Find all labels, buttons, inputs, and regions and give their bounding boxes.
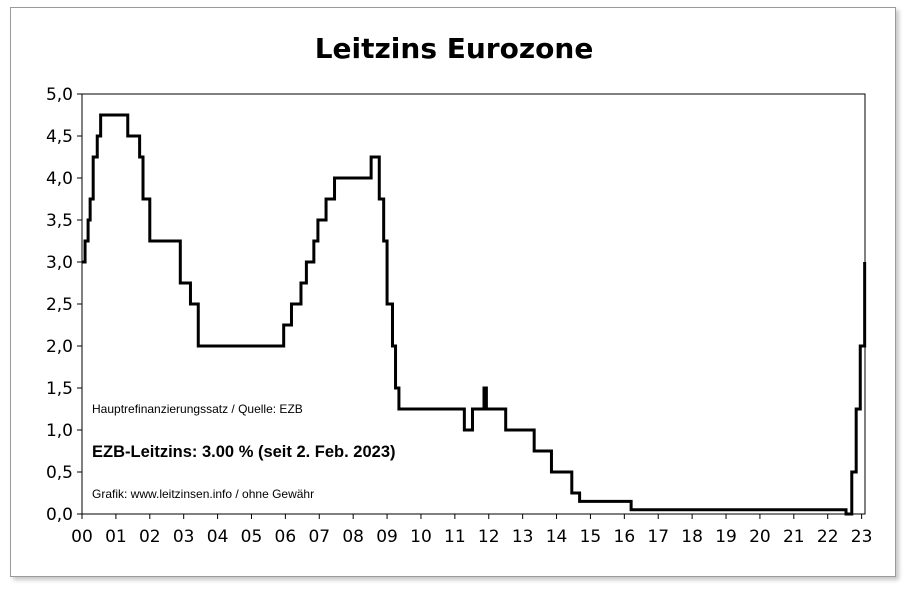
x-tick-label: 04 bbox=[207, 527, 229, 547]
chart-frame bbox=[10, 7, 896, 577]
x-tick-label: 18 bbox=[681, 527, 703, 547]
x-tick-label: 08 bbox=[342, 527, 364, 547]
y-tick-label: 0,0 bbox=[46, 505, 73, 525]
x-tick-label: 21 bbox=[783, 527, 805, 547]
y-tick-label: 4,0 bbox=[46, 169, 73, 189]
x-tick-label: 17 bbox=[647, 527, 669, 547]
x-tick-label: 12 bbox=[478, 527, 500, 547]
x-axis: 00 01 02 03 04 05 06 07 08 09 10 11 12 13 14 15 16 17 18 19… bbox=[71, 514, 872, 547]
y-tick-label: 3,0 bbox=[46, 253, 73, 273]
x-tick-label: 11 bbox=[444, 527, 466, 547]
x-tick-label: 02 bbox=[139, 527, 161, 547]
x-tick-label: 09 bbox=[376, 527, 398, 547]
x-tick-label: 19 bbox=[715, 527, 737, 547]
x-tick-label: 10 bbox=[410, 527, 432, 547]
y-tick-label: 5,0 bbox=[46, 85, 73, 105]
annotation-source: Hauptrefinanzierungssatz / Quelle: EZB bbox=[92, 402, 303, 416]
y-tick-label: 3,5 bbox=[46, 211, 73, 231]
x-tick-label: 15 bbox=[580, 527, 602, 547]
y-axis: 0,0 0,5 1,0 1,5 2,0 2,5 3,0 3,5 4,0 4,5 5,0 bbox=[46, 85, 82, 525]
x-tick-label: 16 bbox=[614, 527, 636, 547]
x-tick-label: 23 bbox=[851, 527, 873, 547]
x-tick-label: 20 bbox=[749, 527, 771, 547]
x-tick-label: 22 bbox=[817, 527, 839, 547]
annotation-current-rate: EZB-Leitzins: 3.00 % (seit 2. Feb. 2023) bbox=[92, 443, 396, 461]
y-tick-label: 2,0 bbox=[46, 337, 73, 357]
x-tick-label: 01 bbox=[105, 527, 127, 547]
y-tick-label: 4,5 bbox=[46, 127, 73, 147]
annotation-credit: Grafik: www.leitzinsen.info / ohne Gewäh… bbox=[92, 487, 314, 501]
x-tick-label: 14 bbox=[546, 527, 568, 547]
x-tick-label: 06 bbox=[275, 527, 297, 547]
x-tick-label: 05 bbox=[241, 527, 263, 547]
x-tick-label: 13 bbox=[512, 527, 534, 547]
y-tick-label: 0,5 bbox=[46, 463, 73, 483]
x-tick-label: 07 bbox=[308, 527, 330, 547]
chart-title: Leitzins Eurozone bbox=[314, 32, 594, 65]
y-tick-label: 1,0 bbox=[46, 421, 73, 441]
y-tick-label: 2,5 bbox=[46, 295, 73, 315]
y-tick-label: 1,5 bbox=[46, 379, 73, 399]
x-tick-label: 03 bbox=[173, 527, 195, 547]
series-line-leitzins bbox=[82, 113, 867, 516]
x-tick-label: 00 bbox=[71, 527, 93, 547]
